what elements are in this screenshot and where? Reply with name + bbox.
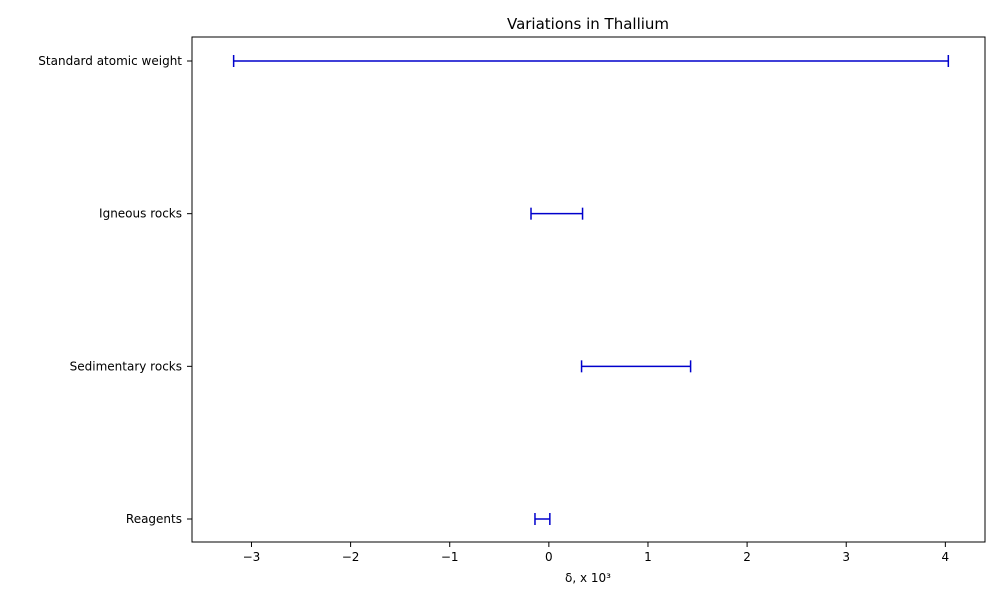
y-tick-label: Standard atomic weight	[38, 54, 182, 68]
x-tick-label: 1	[644, 550, 652, 564]
x-tick-label: 4	[942, 550, 950, 564]
x-tick-label: −1	[441, 550, 459, 564]
x-axis-label: δ, x 10³	[565, 571, 611, 585]
y-axis: Standard atomic weight Igneous rocks Sedim…	[38, 54, 192, 526]
x-axis: −3 −2 −1 0 1 2 3 4	[243, 542, 950, 564]
x-tick-label: 2	[743, 550, 751, 564]
y-tick-label: Igneous rocks	[99, 207, 182, 221]
x-tick-label: 3	[842, 550, 850, 564]
range-series	[232, 55, 950, 525]
x-tick-label: −3	[243, 550, 261, 564]
y-tick-label: Reagents	[126, 512, 182, 526]
y-tick-label: Sedimentary rocks	[70, 359, 182, 373]
chart-title: Variations in Thallium	[507, 15, 669, 33]
plot-area	[191, 36, 986, 543]
x-tick-label: 0	[545, 550, 553, 564]
x-tick-label: −2	[342, 550, 360, 564]
